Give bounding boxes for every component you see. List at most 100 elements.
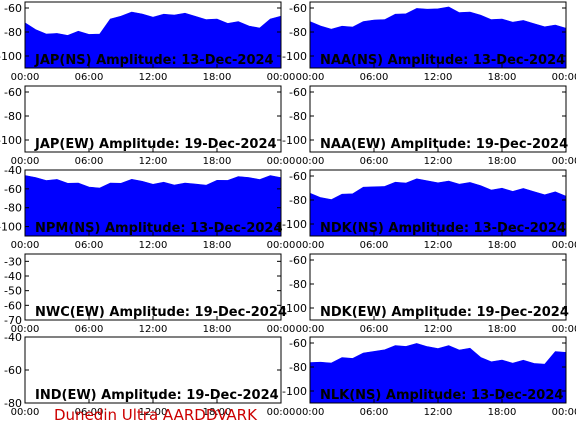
x-tick-label: 12:00 [424,240,453,251]
x-tick-label: 12:00 [139,156,168,167]
x-tick-label: 06:00 [360,324,389,335]
y-tick-label: -80 [289,26,307,39]
y-tick-label: -100 [0,221,22,234]
x-tick-label: 06:00 [75,72,104,83]
panel-10: -60 -80 -100 00:00 06:00 12:00 18:00 00:00 NLK(N… [282,336,576,418]
x-tick-label: 12:00 [424,407,453,418]
x-tick-label: 00:00 [11,156,40,167]
x-tick-label: 00:00 [267,240,296,251]
x-tick-label: 00:00 [267,407,296,418]
y-tick-label: -40 [4,164,22,177]
x-tick-label: 12:00 [139,240,168,251]
x-tick-label: 00:00 [296,72,325,83]
y-tick-label: -60 [289,170,307,183]
x-tick-label: 18:00 [203,407,232,418]
y-tick-label: -70 [4,314,22,327]
x-tick-label: 06:00 [75,407,104,418]
x-tick-label: 12:00 [424,72,453,83]
y-tick-label: -100 [282,302,307,315]
panel-8: -60 -80 -100 00:00 06:00 12:00 18:00 00:00 NDK(E… [282,253,576,335]
y-tick-label: -60 [4,364,22,377]
x-tick-label: 06:00 [360,407,389,418]
x-tick-label: 00:00 [552,240,576,251]
x-tick-label: 00:00 [296,324,325,335]
x-tick-label: 18:00 [488,324,517,335]
x-tick-label: 18:00 [203,72,232,83]
x-tick-label: 12:00 [139,407,168,418]
amplitude-area [24,11,282,69]
y-tick-label: -60 [4,2,22,15]
y-tick-label: -80 [4,26,22,39]
x-tick-label: 12:00 [424,156,453,167]
panel-title: JAP(EW) Amplitude: 19-Dec-2024 [34,137,277,152]
amplitude-area [309,6,567,69]
x-tick-label: 00:00 [11,324,40,335]
y-tick-label: -60 [4,299,22,312]
x-tick-label: 18:00 [488,240,517,251]
y-tick-label: -80 [289,110,307,123]
x-tick-label: 18:00 [488,72,517,83]
x-tick-label: 18:00 [488,156,517,167]
panel-2: -60 -80 -100 00:00 06:00 12:00 18:00 00:00 NAA(N… [282,1,576,83]
x-tick-label: 18:00 [488,407,517,418]
x-tick-label: 00:00 [11,407,40,418]
x-tick-label: 00:00 [552,156,576,167]
x-tick-label: 00:00 [267,156,296,167]
x-tick-label: 00:00 [552,324,576,335]
x-tick-label: 06:00 [360,72,389,83]
panel-title: NWC(EW) Amplitude: 19-Dec-2024 [35,305,287,320]
panel-5: -40 -60 -80 -100 00:00 06:00 12:00 18:00 00:00 NP… [0,164,295,251]
y-tick-label: -60 [4,183,22,196]
y-tick-label: -40 [4,331,22,344]
y-tick-label: -60 [289,337,307,350]
x-tick-label: 18:00 [203,324,232,335]
x-tick-label: 12:00 [424,324,453,335]
panel-title: NAA(EW) Amplitude: 19-Dec-2024 [320,137,568,152]
panel-title: NAA(NS) Amplitude: 13-Dec-2024 [320,53,565,68]
x-tick-label: 00:00 [267,72,296,83]
y-tick-label: -40 [4,270,22,283]
y-tick-label: -60 [289,2,307,15]
panel-6: -60 -80 -100 00:00 06:00 12:00 18:00 00:00 NDK(N… [282,169,576,251]
y-tick-label: -80 [289,194,307,207]
panel-title: NPM(NS) Amplitude: 13-Dec-2024 [35,221,283,236]
y-tick-label: -100 [0,134,22,147]
y-tick-label: -50 [4,285,22,298]
x-tick-label: 12:00 [139,72,168,83]
y-tick-label: -100 [0,50,22,63]
y-tick-label: -80 [4,110,22,123]
y-tick-label: -100 [282,50,307,63]
panel-1: -60 -80 -100 00:00 06:00 12:00 18:00 00:00 JAP(N… [0,1,296,83]
y-tick-label: -80 [4,202,22,215]
y-tick-label: -60 [4,86,22,99]
footer-label: Dunedin Ultra AARDDVARK [54,406,257,424]
x-tick-label: 00:00 [296,156,325,167]
amplitude-area [309,343,567,404]
panel-title: NDK(NS) Amplitude: 13-Dec-2024 [320,221,566,236]
x-tick-label: 00:00 [11,240,40,251]
y-tick-label: -30 [4,255,22,268]
y-tick-label: -80 [289,278,307,291]
amplitude-area [309,178,567,237]
y-tick-label: -80 [289,361,307,374]
y-tick-label: -100 [282,385,307,398]
x-tick-label: 18:00 [203,156,232,167]
x-tick-label: 06:00 [75,324,104,335]
y-tick-label: -100 [282,218,307,231]
amplitude-area [24,175,282,237]
y-tick-label: -80 [4,397,22,410]
x-tick-label: 00:00 [267,324,296,335]
x-tick-label: 00:00 [552,407,576,418]
x-tick-label: 06:00 [75,240,104,251]
y-tick-label: -100 [282,134,307,147]
x-tick-label: 12:00 [139,324,168,335]
x-tick-label: 00:00 [11,72,40,83]
x-tick-label: 18:00 [203,240,232,251]
x-tick-label: 06:00 [360,240,389,251]
panel-title: JAP(NS) Amplitude: 13-Dec-2024 [34,53,274,68]
x-tick-label: 06:00 [360,156,389,167]
x-tick-label: 00:00 [296,407,325,418]
